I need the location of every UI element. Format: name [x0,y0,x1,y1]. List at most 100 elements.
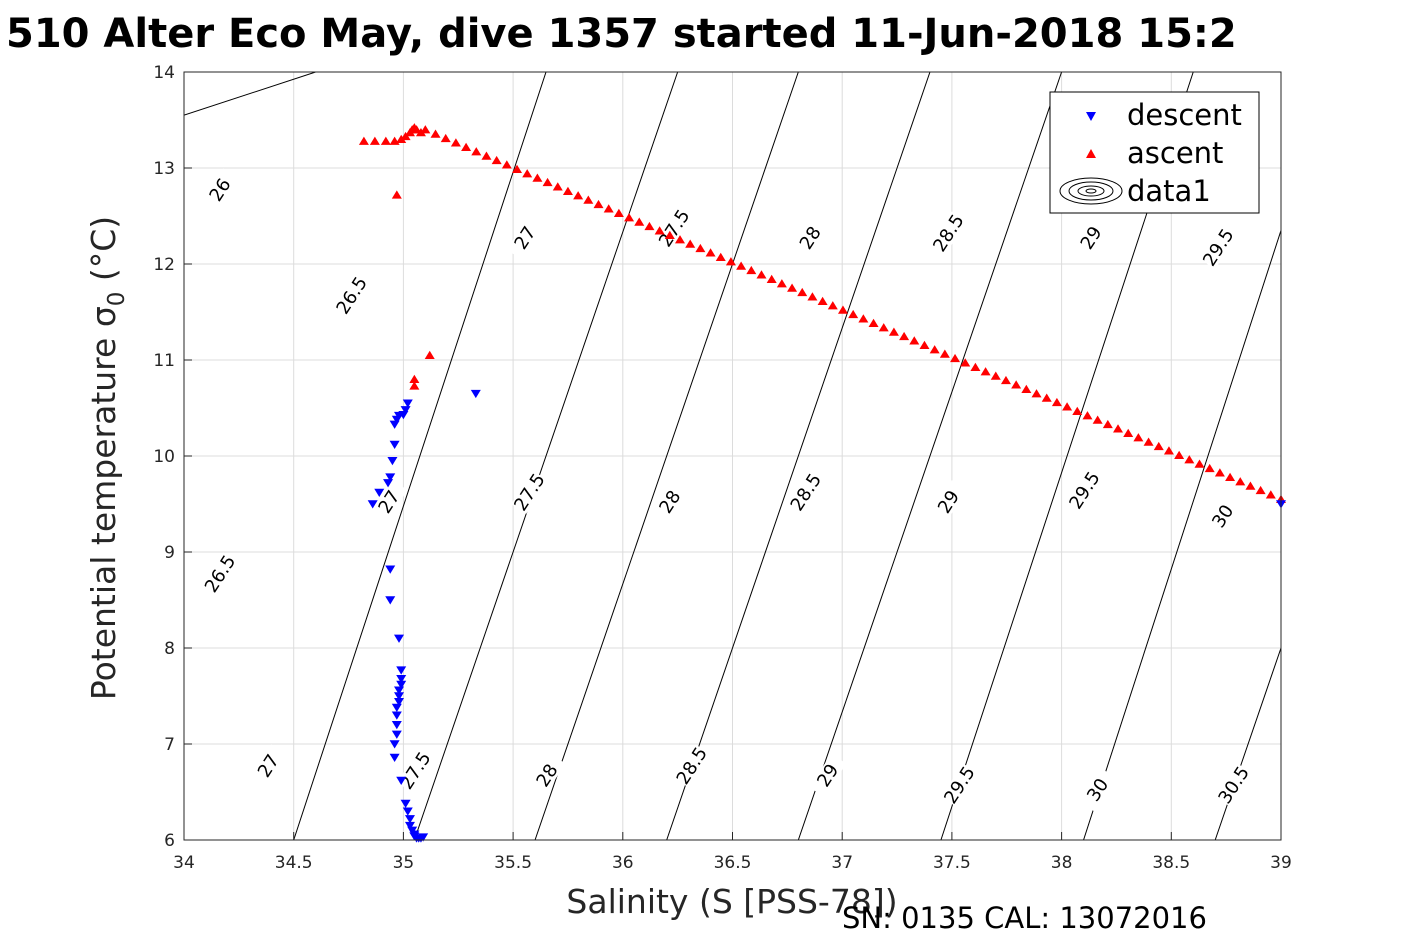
y-axis-label-unit: (°C) [84,216,123,292]
descent-point [385,596,396,605]
ascent-point [1072,406,1083,415]
ascent-point [827,301,838,310]
ascent-point [391,190,402,199]
ascent-point [1041,393,1052,402]
ascent-point [358,136,369,145]
y-axis-label-main: Potential temperature σ [84,306,123,700]
legend: descent ascent data1 [1049,91,1260,214]
descent-point [394,634,405,643]
ascent-point [807,292,818,301]
ascent-point [837,305,848,314]
x-tick-label: 38 [1051,853,1073,873]
y-axis-ticks: 6 7 8 9 10 11 12 13 14 [153,63,192,851]
descent-series [367,389,1286,843]
ascent-point [654,226,665,235]
ascent-point [396,134,407,143]
legend-box [1049,91,1260,214]
x-tick-label: 35 [393,853,415,873]
ascent-point [491,155,502,165]
ascent-point [705,248,716,257]
ascent-point [1245,481,1256,490]
y-axis-label-sub: 0 [104,292,130,307]
ascent-point [858,314,869,323]
x-tick-label: 36 [612,853,634,873]
x-axis-ticks: 34 34.5 35 35.5 36 36.5 37 37.5 38 38.5 39 [173,832,1292,873]
isopycnal-26.5 [293,72,547,840]
ascent-point [817,296,828,305]
y-tick-label: 8 [164,639,175,659]
ascent-point [695,243,706,253]
ascent-point [1062,402,1073,411]
descent-point [389,753,400,762]
descent-point [400,799,411,809]
isopycnal-27.5 [534,72,799,840]
ascent-point [409,374,420,383]
descent-point [402,399,413,408]
descent-point [389,420,400,429]
ascent-point [1133,433,1144,442]
isopycnal-28.5 [797,72,1063,840]
ascent-point [512,164,523,173]
ascent-point [746,265,757,275]
descent-point [396,776,407,785]
ascent-point [787,283,798,292]
ascent-point [1102,419,1113,429]
descent-point [389,440,400,449]
descent-point [374,488,385,497]
ascent-point [736,261,747,270]
isopycnal-29.5 [1083,230,1281,840]
ascent-point [1184,455,1195,464]
ascent-point [868,318,879,327]
ascent-point [1011,380,1022,389]
ascent-point [878,323,889,332]
ascent-point [664,230,675,239]
y-tick-label: 13 [153,159,175,179]
ascent-point [919,340,930,349]
descent-point [391,721,402,730]
ascent-point [1021,384,1032,393]
ascent-point [380,136,391,145]
y-tick-label: 10 [153,447,175,467]
descent-point [391,415,402,425]
ascent-point [756,270,767,279]
ascent-point [776,279,787,288]
descent-point [389,740,400,749]
ascent-point [960,358,971,367]
ascent-point [1143,437,1154,446]
ascent-point [522,169,533,178]
descent-point [383,479,394,488]
ascent-point [970,362,981,371]
x-tick-label: 39 [1270,853,1292,873]
ascent-point [715,252,726,261]
ascent-point [369,136,380,145]
ascent-point [980,367,991,376]
ascent-point [939,349,950,358]
ascent-point [481,151,492,160]
y-axis-label: Potential temperature σ0 (°C) [84,216,130,700]
legend-data1-label: data1 [1127,174,1211,208]
y-tick-label: 9 [164,543,175,563]
ascent-point [430,129,441,138]
descent-point [367,500,378,509]
ascent-point [909,336,920,345]
descent-point [396,680,407,689]
ascent-point [929,345,940,354]
y-tick-label: 14 [153,63,175,83]
ascent-point [1031,389,1042,398]
ascent-point [542,177,553,187]
descent-point [396,674,407,684]
ascent-point [1225,472,1236,481]
ascent-point [644,221,655,231]
ascent-point [1235,477,1246,486]
ascent-series [358,123,1286,503]
ascent-point [1204,463,1215,473]
descent-point [404,815,415,824]
ascent-point [532,173,543,182]
isopycnal-27 [413,72,679,840]
ascent-point [613,208,624,217]
ascent-point [634,217,645,226]
descent-point [385,565,396,574]
ascent-point [461,142,472,151]
ascent-point [1194,459,1205,468]
ascent-point [899,331,910,341]
